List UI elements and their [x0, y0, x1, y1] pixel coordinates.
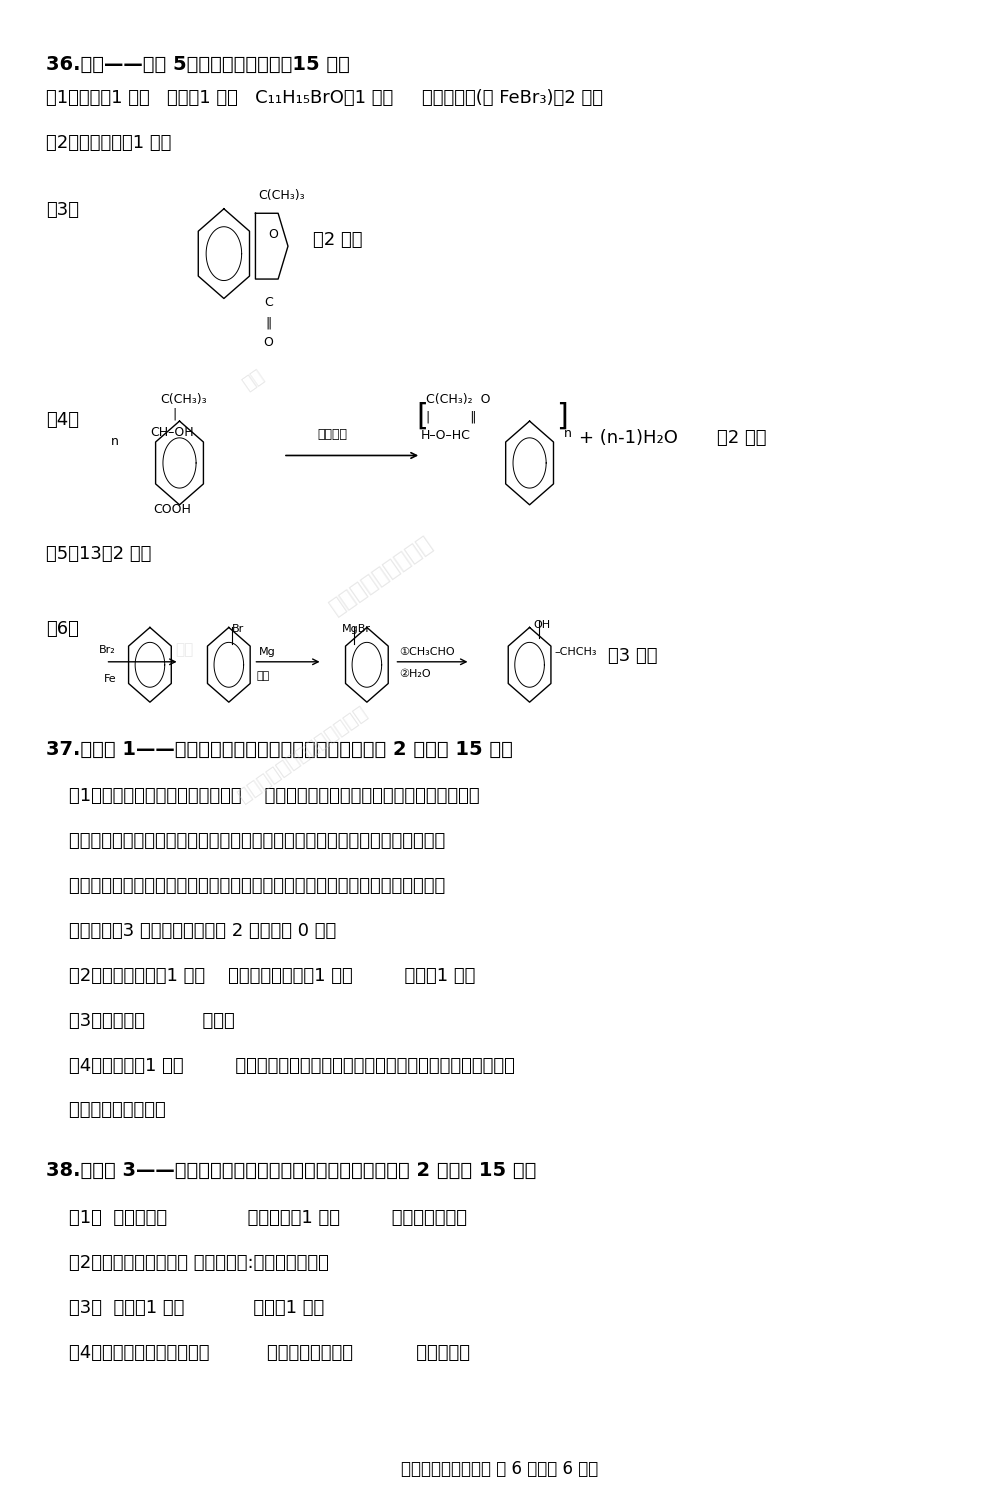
Text: （3 分）: （3 分） [608, 647, 658, 665]
Text: （2 分）: （2 分） [717, 429, 766, 447]
Text: 一定条件: 一定条件 [318, 427, 348, 441]
Text: O: O [263, 337, 273, 349]
Text: 《试卷答案公众号》: 《试卷答案公众号》 [327, 533, 437, 617]
Text: n: n [110, 435, 118, 448]
Text: 37.【选修 1——生物技术实践】（除注明的外，其余每空 2 分，共 15 分）: 37.【选修 1——生物技术实践】（除注明的外，其余每空 2 分，共 15 分） [46, 739, 513, 759]
Text: （6）: （6） [46, 620, 79, 638]
Text: [: [ [416, 401, 428, 432]
Text: O: O [268, 228, 278, 241]
Text: （2）平板划线法（1 分）    稀释涂布平板法（1 分）         鉴定（1 分）: （2）平板划线法（1 分） 稀释涂布平板法（1 分） 鉴定（1 分） [46, 967, 476, 985]
Text: 36.【学——选修 5：有机化学基础】（15 分）: 36.【学——选修 5：有机化学基础】（15 分） [46, 54, 350, 74]
Text: （4）果胶酶（1 分）         发酵时处于通气状态，酷酸菌将橙汁中的糖分解成醋酸，或: （4）果胶酶（1 分） 发酵时处于通气状态，酷酸菌将橙汁中的糖分解成醋酸，或 [46, 1056, 515, 1074]
Text: C(CH₃)₂  O: C(CH₃)₂ O [426, 392, 491, 406]
Text: ①CH₃CHO: ①CH₃CHO [399, 647, 455, 656]
Text: |: | [173, 407, 177, 421]
Text: Br: Br [232, 625, 244, 634]
Text: （2）构建基因表达载体 答案微信搜:试卷答案公众号: （2）构建基因表达载体 答案微信搜:试卷答案公众号 [46, 1254, 329, 1272]
Text: n: n [564, 427, 572, 439]
Text: （1）避免操作者自身被微生物污染    对实验室的空间、操作者的衣着和双手进行清: （1）避免操作者自身被微生物污染 对实验室的空间、操作者的衣着和双手进行清 [46, 788, 480, 806]
Text: –CHCH₃: –CHCH₃ [554, 647, 597, 656]
Text: （2 分）: （2 分） [313, 231, 362, 249]
Text: 微信: 微信 [175, 643, 194, 658]
Text: Mg: Mg [258, 647, 275, 656]
Text: 乙醚: 乙醚 [256, 672, 270, 681]
Text: （4）自然界中存在的蛋白质          基因的修饰或合成           现有蛋白质: （4）自然界中存在的蛋白质 基因的修饰或合成 现有蛋白质 [46, 1343, 470, 1361]
Text: OH: OH [534, 620, 551, 629]
Text: （3）  抗原（1 分）            抗体（1 分）: （3） 抗原（1 分） 抗体（1 分） [46, 1299, 325, 1317]
Text: （2）加成反应（1 分）: （2）加成反应（1 分） [46, 134, 172, 152]
Text: |          ‖: | ‖ [426, 410, 477, 424]
Text: （3）: （3） [46, 201, 79, 219]
Text: + (n-1)H₂O: + (n-1)H₂O [579, 429, 678, 447]
Text: ‖: ‖ [265, 317, 271, 329]
Text: C: C [264, 296, 273, 308]
Text: Br₂: Br₂ [99, 646, 115, 655]
Text: C(CH₃)₃: C(CH₃)₃ [160, 392, 206, 406]
Text: 38.【选修 3——现代生物科技专题】（除注明的外，其余每空 2 分，共 15 分）: 38.【选修 3——现代生物科技专题】（除注明的外，其余每空 2 分，共 15 … [46, 1160, 537, 1180]
Text: 是将乙醇转变成醋酸: 是将乙醇转变成醋酸 [46, 1102, 166, 1120]
Text: 微信: 微信 [240, 367, 267, 394]
Text: （5）13（2 分）: （5）13（2 分） [46, 545, 152, 563]
Text: CH–OH: CH–OH [150, 426, 194, 439]
Text: Fe: Fe [104, 673, 116, 684]
Text: ]: ] [556, 401, 568, 432]
Text: 答案发在《试卷答案公众号》: 答案发在《试卷答案公众号》 [235, 703, 371, 806]
Text: （4）: （4） [46, 410, 79, 429]
Text: ②H₂O: ②H₂O [399, 670, 431, 679]
Text: 第二次诊断理综答案 第 6 页（共 6 页）: 第二次诊断理综答案 第 6 页（共 6 页） [401, 1461, 599, 1479]
Text: H–O–HC: H–O–HC [421, 429, 471, 442]
Text: （1）  脱氧核苷酸              逆转录酶（1 分）         启动子和终止子: （1） 脱氧核苷酸 逆转录酶（1 分） 启动子和终止子 [46, 1209, 467, 1227]
Text: COOH: COOH [153, 504, 191, 516]
Text: MgBr: MgBr [342, 625, 371, 634]
Text: C(CH₃)₃: C(CH₃)₃ [258, 189, 305, 202]
Text: （3）凝胶色谱          大分子: （3）凝胶色谱 大分子 [46, 1011, 235, 1029]
Text: （1）甲苯（1 分）   醛基（1 分）   C₁₁H₁₅BrO（1 分）     液溴、铁粉(或 FeBr₃)（2 分）: （1）甲苯（1 分） 醛基（1 分） C₁₁H₁₅BrO（1 分） 液溴、铁粉(… [46, 89, 603, 107]
Text: 作应该在酒精灯火焰附近进行、操作时应避免已经火菌处理的材料用具与周围物: 作应该在酒精灯火焰附近进行、操作时应避免已经火菌处理的材料用具与周围物 [46, 877, 446, 895]
Text: 品接触）（3 分，只答对一点给 2 分，答错 0 分）: 品接触）（3 分，只答对一点给 2 分，答错 0 分） [46, 922, 337, 940]
Text: 洁和消毒、将用于微生物培养的器皿、接种用具和培养基等进行灭菌（或实验操: 洁和消毒、将用于微生物培养的器皿、接种用具和培养基等进行灭菌（或实验操 [46, 833, 446, 850]
